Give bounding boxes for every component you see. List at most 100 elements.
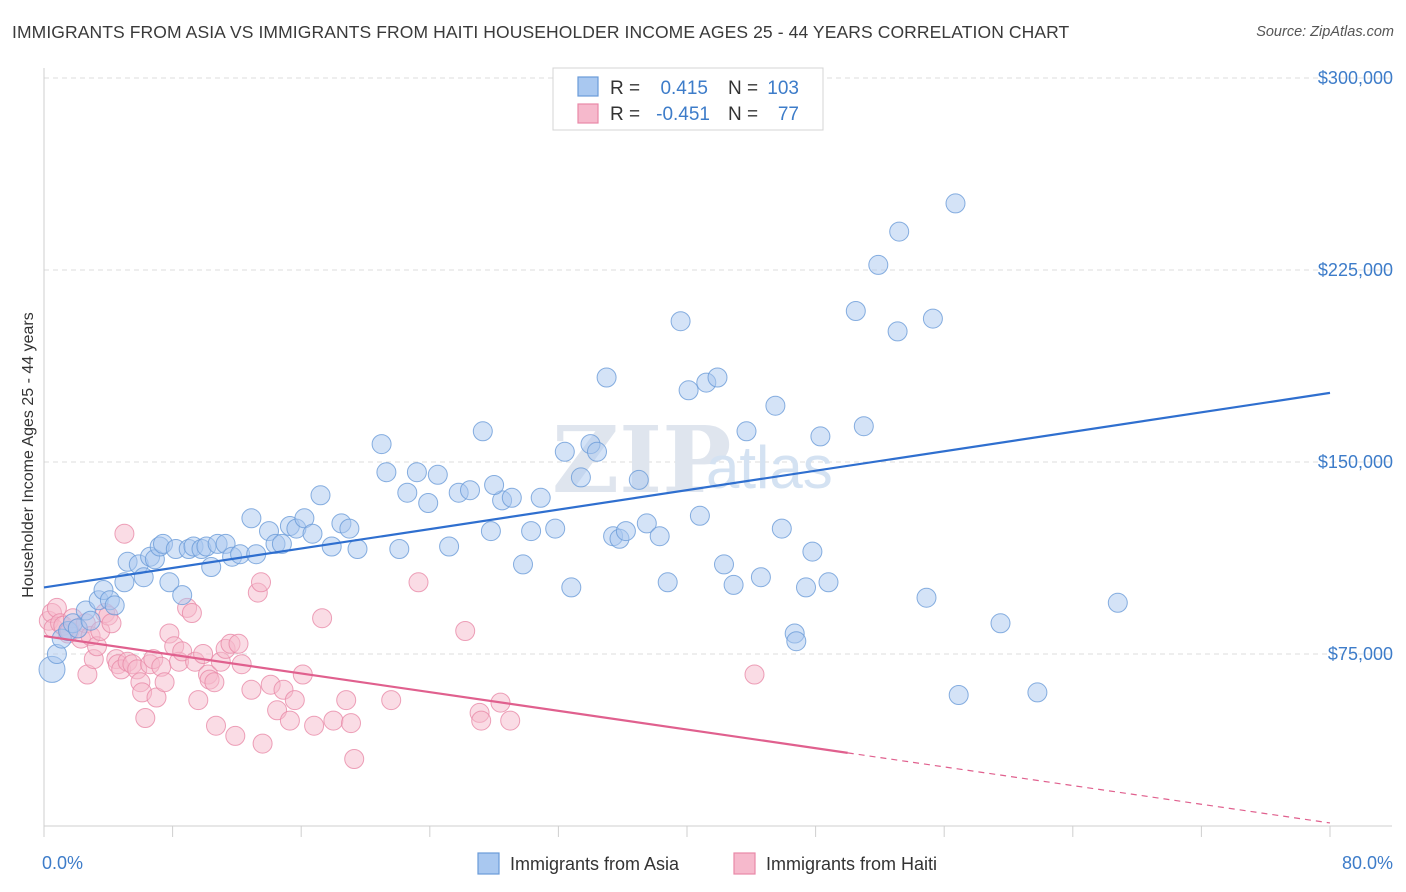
- asia-point: [321, 536, 342, 557]
- asia-point: [796, 577, 816, 598]
- asia-point: [689, 505, 710, 526]
- asia-points: [38, 193, 1128, 705]
- asia-point: [596, 367, 617, 388]
- haiti-r-value: -0.451: [656, 104, 710, 125]
- asia-point: [472, 421, 493, 442]
- haiti-point: [204, 672, 225, 693]
- asia-point: [615, 521, 636, 542]
- asia-point: [501, 487, 522, 508]
- haiti-point: [304, 715, 325, 736]
- haiti-point: [455, 621, 476, 641]
- asia-point: [786, 631, 807, 652]
- haiti-point: [284, 690, 305, 711]
- haiti-point: [744, 664, 765, 685]
- x-tick-label-min: 0.0%: [42, 853, 83, 873]
- asia-point: [339, 518, 360, 539]
- haiti-point: [471, 710, 492, 731]
- bottom-legend-haiti-swatch: [733, 852, 756, 875]
- asia-point: [484, 475, 505, 495]
- haiti-point: [188, 690, 209, 711]
- asia-point: [587, 441, 607, 462]
- asia-point: [636, 513, 657, 534]
- bottom-legend: Immigrants from Asia Immigrants from Hai…: [477, 852, 937, 875]
- asia-point: [868, 254, 889, 275]
- asia-point: [948, 685, 969, 705]
- asia-point: [480, 521, 501, 542]
- haiti-point: [241, 679, 262, 700]
- y-tick-label: $225,000: [1318, 260, 1393, 280]
- haiti-point: [252, 733, 273, 754]
- bottom-legend-haiti-label: Immigrants from Haiti: [766, 854, 937, 874]
- asia-point: [397, 482, 418, 503]
- axes: [43, 68, 1392, 837]
- haiti-point: [408, 572, 429, 593]
- asia-point: [310, 485, 331, 506]
- asia-point: [271, 533, 292, 554]
- haiti-point: [206, 715, 226, 736]
- asia-point: [649, 526, 670, 547]
- asia-point: [802, 541, 823, 562]
- chart-title: IMMIGRANTS FROM ASIA VS IMMIGRANTS FROM …: [12, 22, 1070, 42]
- asia-point: [172, 585, 193, 606]
- haiti-point: [344, 749, 365, 769]
- asia-point: [990, 613, 1011, 634]
- asia-point: [561, 577, 582, 598]
- asia-point: [810, 426, 831, 447]
- asia-point: [406, 462, 427, 483]
- asia-legend-swatch: [577, 76, 599, 97]
- asia-point: [294, 508, 315, 529]
- asia-point: [1027, 682, 1048, 703]
- asia-point: [371, 434, 392, 455]
- asia-r-value: 0.415: [660, 78, 708, 99]
- haiti-legend-swatch: [577, 103, 599, 124]
- asia-point: [513, 554, 533, 575]
- asia-point: [853, 416, 874, 437]
- haiti-point: [336, 690, 357, 711]
- bottom-legend-asia-swatch: [477, 852, 500, 875]
- haiti-trend-line-extrapolated: [847, 752, 1331, 824]
- haiti-point: [251, 572, 271, 593]
- trend-lines: [43, 391, 1331, 824]
- asia-point: [714, 554, 734, 575]
- haiti-trend-line: [43, 634, 848, 754]
- haiti-point: [312, 608, 333, 629]
- asia-n-label: N =: [728, 78, 758, 99]
- y-axis-label: Householder Income Ages 25 - 44 years: [20, 312, 37, 598]
- asia-point: [554, 441, 575, 462]
- y-tick-labels: $75,000 $150,000 $225,000 $300,000: [1318, 68, 1393, 664]
- haiti-r-label: R =: [610, 104, 640, 125]
- haiti-n-label: N =: [728, 104, 758, 125]
- haiti-point: [228, 633, 249, 654]
- asia-point: [889, 221, 910, 242]
- haiti-point: [341, 713, 361, 734]
- source-credit: Source: ZipAtlas.com: [1256, 24, 1394, 40]
- haiti-point: [101, 613, 122, 634]
- asia-point: [114, 572, 135, 593]
- asia-point: [922, 308, 943, 329]
- haiti-point: [279, 710, 300, 731]
- asia-point: [80, 610, 101, 631]
- asia-point: [818, 572, 839, 593]
- asia-point: [628, 469, 649, 490]
- y-tick-label: $300,000: [1318, 68, 1393, 88]
- asia-point: [347, 539, 368, 559]
- watermark-atlas: atlas: [706, 434, 833, 501]
- asia-point: [530, 487, 551, 508]
- asia-point: [570, 467, 591, 488]
- asia-point: [845, 301, 866, 321]
- haiti-point: [181, 603, 202, 623]
- asia-point: [104, 595, 125, 616]
- asia-point: [376, 462, 397, 483]
- asia-point: [945, 193, 966, 214]
- asia-point: [418, 493, 439, 513]
- asia-point: [765, 395, 786, 416]
- asia-point: [545, 518, 566, 539]
- asia-point: [439, 536, 460, 557]
- asia-point: [241, 508, 262, 529]
- stats-legend: R = 0.415 N = 103 R = -0.451 N = 77: [552, 67, 824, 131]
- asia-point: [707, 367, 728, 388]
- haiti-point: [323, 710, 344, 731]
- asia-point: [302, 523, 323, 544]
- haiti-point: [114, 523, 135, 544]
